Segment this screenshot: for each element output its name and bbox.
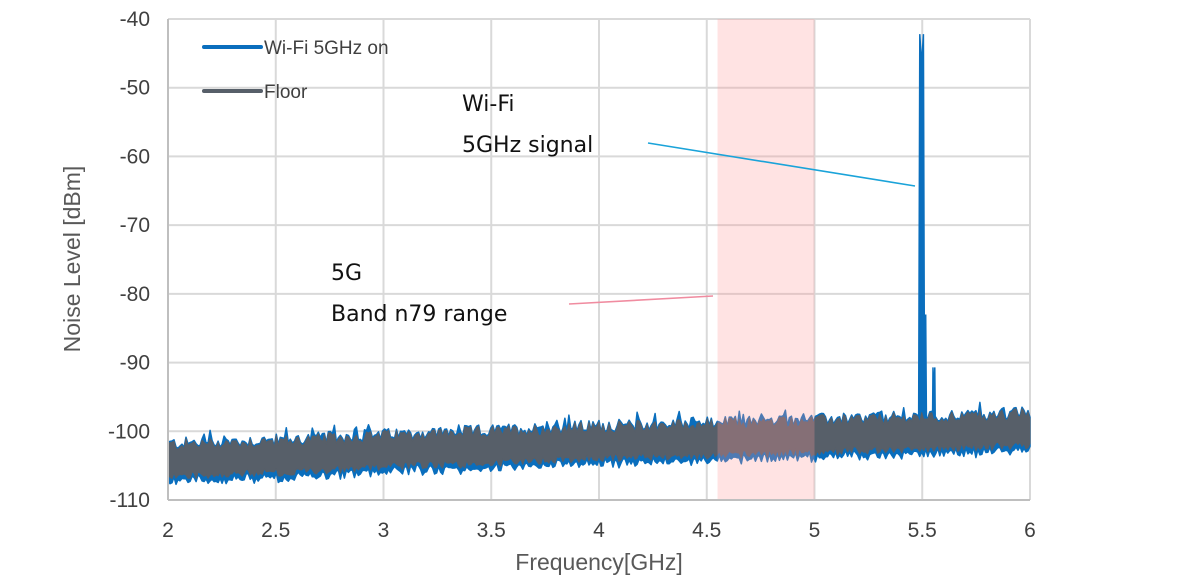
y-axis-tick-labels: -40 -50 -60 -70 -80 -90 -100 -110 (108, 8, 150, 512)
x-tick-label: 4.5 (692, 519, 721, 542)
x-axis-tick-labels: 2 2.5 3 3.5 4 4.5 5 5.5 6 (162, 519, 1036, 542)
annotation-wifi-leader-line (647, 142, 916, 187)
y-axis-title: Noise Level [dBm] (59, 166, 85, 353)
series-floor (167, 408, 1031, 480)
n79-band-shading (717, 19, 815, 500)
y-tick-label: -40 (120, 8, 150, 31)
annotation-wifi-line1: Wi-Fi (462, 92, 515, 117)
x-tick-label: 3 (378, 519, 390, 542)
plot-axes (167, 19, 1030, 501)
y-tick-label: -80 (120, 283, 150, 306)
y-tick-label: -70 (120, 214, 150, 237)
x-tick-label: 2 (162, 519, 174, 542)
x-axis-title: Frequency[GHz] (515, 549, 682, 575)
annotation-n79-line2: Band n79 range (331, 302, 507, 327)
y-tick-label: -50 (120, 77, 150, 100)
y-tick-label: -90 (120, 352, 150, 375)
x-tick-label: 3.5 (477, 519, 506, 542)
annotation-wifi-line2: 5GHz signal (462, 133, 593, 158)
y-tick-label: -60 (120, 145, 150, 168)
y-tick-label: -100 (108, 420, 150, 443)
x-tick-label: 6 (1024, 519, 1036, 542)
legend-label-floor: Floor (264, 82, 308, 103)
y-tick-label: -110 (110, 489, 150, 512)
annotation-wifi-signal: Wi-Fi 5GHz signal (462, 92, 916, 187)
legend-label-wifi: Wi-Fi 5GHz on (264, 38, 389, 59)
x-tick-label: 2.5 (261, 519, 290, 542)
legend: Wi-Fi 5GHz on Floor (202, 38, 389, 103)
annotation-n79-leader-line (568, 295, 714, 305)
annotation-n79-line1: 5G (331, 261, 362, 286)
data-traces (167, 34, 1031, 486)
x-tick-label: 5.5 (908, 519, 937, 542)
x-tick-label: 4 (593, 519, 605, 542)
annotation-n79-band: 5G Band n79 range (331, 261, 714, 327)
x-tick-label: 5 (809, 519, 821, 542)
